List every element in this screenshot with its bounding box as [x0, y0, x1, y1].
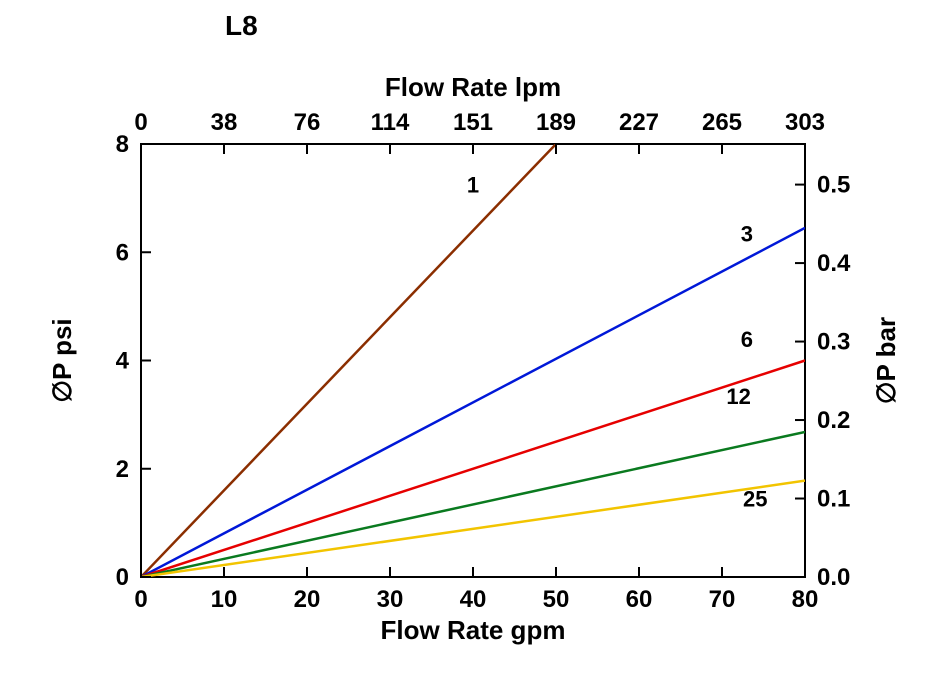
y-left-tick-0: 0 [116, 564, 129, 591]
series-label-1: 1 [467, 173, 479, 198]
x-bottom-label: Flow Rate gpm [381, 615, 566, 645]
y-left-tick-4: 4 [116, 348, 130, 375]
x-top-tick-3: 114 [371, 109, 410, 136]
pressure-drop-chart: L8136122501020304050607080Flow Rate gpm0… [0, 0, 934, 700]
y-right-tick-3: 0.3 [817, 329, 850, 356]
chart-title: L8 [225, 10, 258, 41]
y-right-label: ∅P bar [871, 317, 901, 404]
series-label-6: 6 [741, 327, 753, 352]
x-bottom-tick-70: 70 [709, 586, 736, 613]
x-top-tick-8: 303 [785, 109, 825, 136]
series-label-12: 12 [726, 384, 750, 409]
x-top-tick-6: 227 [619, 109, 659, 136]
x-bottom-tick-60: 60 [626, 586, 653, 613]
chart-container: L8136122501020304050607080Flow Rate gpm0… [0, 0, 934, 700]
x-bottom-tick-10: 10 [211, 586, 238, 613]
y-left-tick-6: 6 [116, 239, 129, 266]
x-top-label: Flow Rate lpm [385, 72, 561, 102]
y-left-tick-8: 8 [116, 131, 129, 158]
y-left-label: ∅P psi [47, 318, 77, 402]
x-bottom-tick-40: 40 [460, 586, 487, 613]
x-bottom-tick-80: 80 [792, 586, 819, 613]
y-right-tick-4: 0.4 [817, 250, 851, 277]
y-left-tick-2: 2 [116, 456, 129, 483]
x-top-tick-0: 0 [134, 109, 147, 136]
y-right-tick-0: 0.0 [817, 564, 850, 591]
y-right-tick-1: 0.1 [817, 486, 850, 513]
x-top-tick-4: 151 [453, 109, 493, 136]
y-right-tick-5: 0.5 [817, 172, 850, 199]
x-top-tick-2: 76 [294, 109, 321, 136]
y-right-tick-2: 0.2 [817, 407, 850, 434]
x-top-tick-1: 38 [211, 109, 238, 136]
x-bottom-tick-0: 0 [134, 586, 147, 613]
x-top-tick-7: 265 [702, 109, 742, 136]
x-top-tick-5: 189 [536, 109, 576, 136]
x-bottom-tick-50: 50 [543, 586, 570, 613]
x-bottom-tick-20: 20 [294, 586, 321, 613]
x-bottom-tick-30: 30 [377, 586, 404, 613]
series-label-3: 3 [741, 221, 753, 246]
series-label-25: 25 [743, 487, 767, 512]
